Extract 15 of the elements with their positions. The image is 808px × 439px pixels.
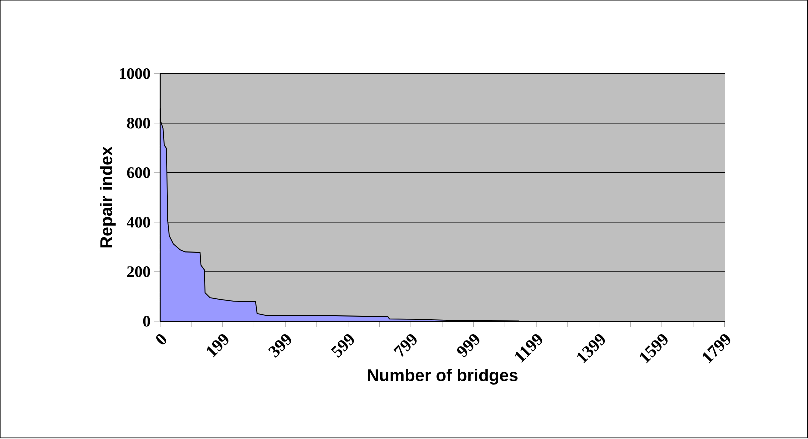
x-tick-label: 199 xyxy=(207,334,229,358)
x-tick-label: 599 xyxy=(331,334,354,358)
y-tick-label: 0 xyxy=(143,316,150,328)
x-tick-label: 399 xyxy=(268,334,292,358)
y-tick-label: 800 xyxy=(127,118,150,129)
y-tick-label: 400 xyxy=(127,217,150,228)
y-axis-title: Repair index xyxy=(100,146,116,248)
x-tick-label: 799 xyxy=(394,334,417,358)
x-tick-label: 1199 xyxy=(515,334,542,364)
y-tick-label: 1000 xyxy=(120,68,150,80)
x-axis-title: Number of bridges xyxy=(368,369,518,386)
y-tick-label: 600 xyxy=(127,168,150,178)
x-tick-label: 999 xyxy=(457,334,480,358)
y-tick-label: 200 xyxy=(127,266,150,278)
x-tick-label: 0 xyxy=(156,334,167,345)
